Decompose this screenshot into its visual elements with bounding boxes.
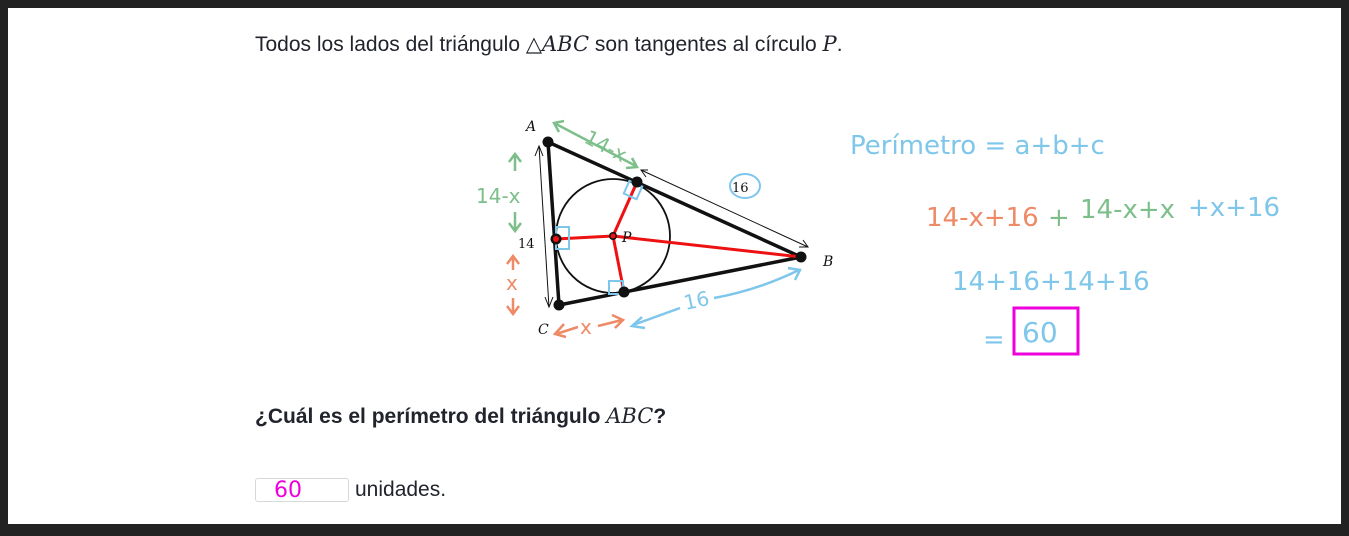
statement-period: . — [836, 33, 843, 56]
statement-text-middle: son tangentes al círculo — [589, 33, 823, 56]
question-suffix: ? — [653, 405, 667, 428]
step1-plus: + — [1048, 203, 1070, 233]
triangle-figure: A B C P 14 16 14-x 14-x x x — [476, 119, 833, 339]
dimension-tangent-b — [640, 169, 809, 248]
step1-part2: 14-x+x — [1080, 195, 1175, 225]
triangle-symbol: △ — [525, 32, 542, 56]
exercise-page: Todos los lados del triángulo △ABC son t… — [8, 8, 1341, 524]
step1-part3: +x+16 — [1188, 193, 1280, 223]
step1-part1: 14-x+16 — [926, 203, 1039, 233]
triangle-abc — [546, 140, 803, 307]
statement-text: Todos los lados del triángulo — [255, 33, 526, 56]
figure-with-annotations: A B C P 14 16 14-x 14-x x x — [476, 119, 1280, 356]
circle-name: P — [822, 32, 837, 56]
perimeter-formula: Perímetro = a+b+c — [850, 131, 1105, 161]
annotation-a-left: 14-x — [476, 184, 521, 208]
tangent-b-length: 16 — [732, 181, 749, 196]
vertex-a-label: A — [524, 119, 536, 135]
question-text: ¿Cuál es el perímetro del triángulo ABC? — [255, 404, 666, 429]
center-p-label: P — [621, 230, 632, 246]
handwritten-work: Perímetro = a+b+c 14-x+16 + 14-x+x +x+16… — [850, 131, 1280, 356]
vertex-b-label: B — [822, 254, 833, 270]
problem-statement: Todos los lados del triángulo △ABC son t… — [255, 32, 843, 57]
dimension-ac — [538, 145, 550, 308]
answer-value: 60 — [274, 477, 302, 503]
annotation-c-bottom: x — [580, 315, 592, 339]
annotation-b-bottom: 16 — [682, 286, 712, 315]
question-triangle-name: ABC — [606, 404, 654, 428]
annotation-c-left: x — [506, 271, 518, 295]
answer-unit-label: unidades. — [355, 478, 447, 501]
step2: 14+16+14+16 — [952, 267, 1150, 297]
step3-result: 60 — [1022, 316, 1058, 349]
triangle-name: ABC — [542, 32, 590, 56]
result-box — [1012, 306, 1080, 356]
vertex-c-label: C — [538, 322, 549, 338]
question-prefix: ¿Cuál es el perímetro del triángulo — [255, 405, 607, 428]
step3-equals: = — [983, 325, 1005, 355]
answer-input[interactable]: 60 — [255, 477, 349, 503]
answer-row: 60 unidades. — [255, 477, 447, 503]
side-ac-length: 14 — [518, 237, 535, 252]
